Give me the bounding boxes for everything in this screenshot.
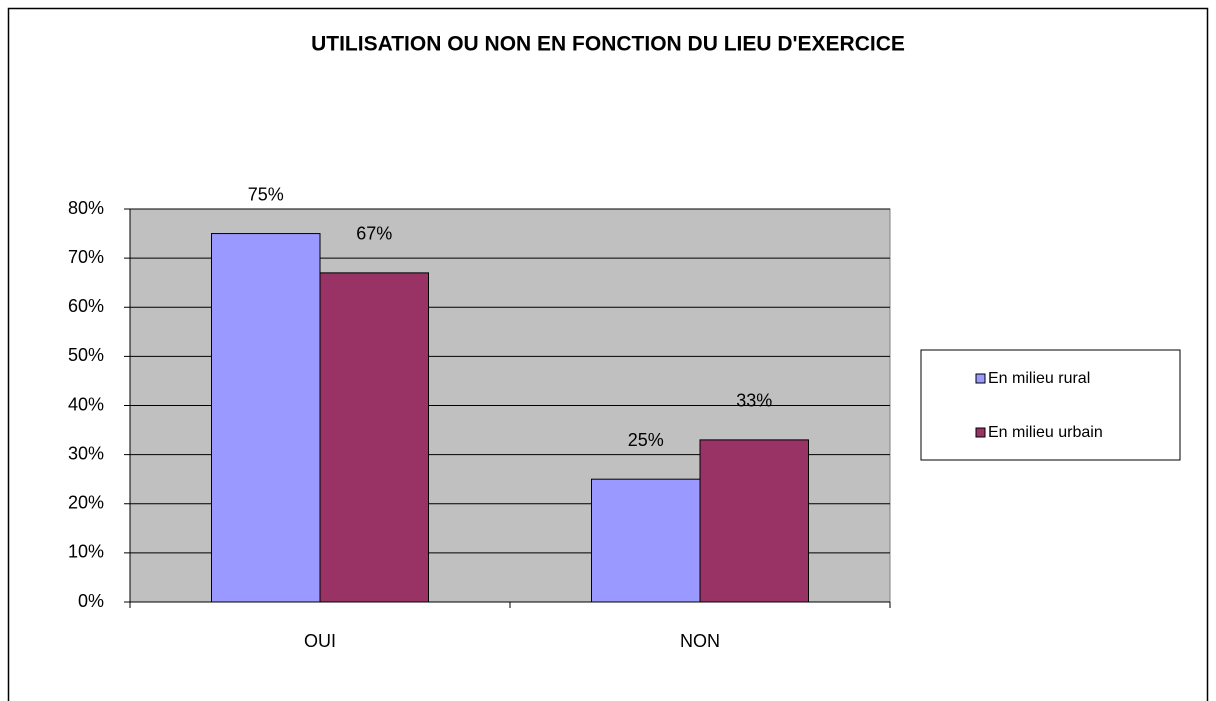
bar — [591, 478, 701, 603]
y-tick-label: 70% — [68, 247, 104, 267]
y-tick-label: 30% — [68, 443, 104, 463]
x-tick-label: OUI — [304, 631, 336, 651]
value-label: 75% — [248, 184, 284, 204]
legend-swatch — [975, 427, 986, 438]
y-tick-label: 10% — [68, 542, 104, 562]
bar — [699, 439, 809, 603]
y-tick-label: 20% — [68, 493, 104, 513]
value-label: 67% — [356, 224, 392, 244]
chart-title: UTILISATION OU NON EN FONCTION DU LIEU D… — [311, 33, 905, 56]
chart-border — [7, 7, 1209, 701]
value-label: 25% — [628, 430, 664, 450]
legend-swatch — [975, 373, 986, 384]
y-tick-label: 60% — [68, 296, 104, 316]
bar — [319, 272, 429, 603]
legend-label: En milieu urbain — [988, 424, 1103, 441]
legend-label: En milieu rural — [988, 370, 1090, 387]
legend — [920, 349, 1181, 461]
y-tick-label: 0% — [78, 591, 104, 611]
x-tick-label: NON — [680, 631, 720, 651]
y-tick-label: 50% — [68, 345, 104, 365]
value-label: 33% — [736, 391, 772, 411]
y-tick-label: 80% — [68, 198, 104, 218]
bar — [211, 233, 321, 603]
y-tick-label: 40% — [68, 394, 104, 414]
